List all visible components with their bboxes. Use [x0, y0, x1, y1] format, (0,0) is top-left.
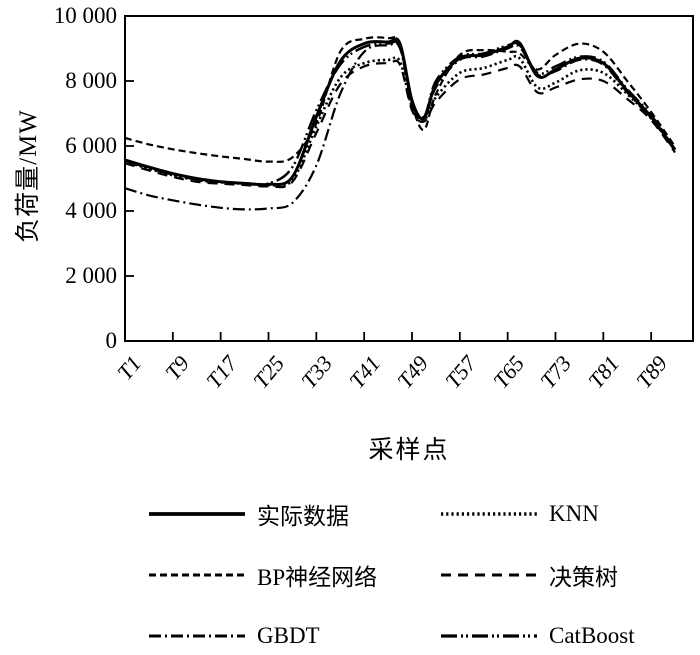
legend-label-decision-tree: 决策树: [549, 565, 618, 590]
legend-item-actual: 实际数据: [148, 494, 440, 534]
legend-label-catboost: CatBoost: [549, 623, 635, 648]
legend-label-gbdt: GBDT: [257, 623, 320, 648]
legend-line-dash-dot-icon: [149, 634, 245, 638]
plot-border: [124, 15, 694, 342]
y-tick-label: 0: [105, 328, 118, 353]
series-line-knn: [124, 55, 677, 188]
legend-line-short-dash-icon: [149, 573, 245, 577]
legend-label-bp-neural-network: BP神经网络: [257, 565, 378, 590]
legend-item-knn: KNN: [440, 494, 690, 534]
y-tick-label: 4 000: [65, 198, 117, 223]
legend: 实际数据 KNN BP神经网络 决策树 GBDT: [0, 494, 700, 655]
legend-line-dotted-icon: [441, 512, 537, 516]
y-tick-label: 10 000: [53, 3, 117, 28]
legend-item-decision-tree: 决策树: [440, 555, 690, 595]
series-line-bp-neural-network: [124, 35, 677, 163]
series-line-gbdt: [124, 41, 676, 211]
legend-line-dash-dot-dot-icon: [441, 634, 537, 638]
y-tick-label: 6 000: [65, 133, 117, 158]
y-tick-label: 8 000: [65, 68, 117, 93]
series-line-catboost: [124, 40, 677, 186]
plot-svg: [124, 15, 694, 342]
legend-line-medium-dash-icon: [441, 573, 537, 577]
legend-item-gbdt: GBDT: [148, 616, 440, 655]
y-tick-label: 2 000: [65, 263, 117, 288]
legend-label-knn: KNN: [549, 501, 599, 526]
series-line-decision-tree: [124, 59, 676, 189]
legend-item-bp-neural-network: BP神经网络: [148, 555, 440, 595]
legend-line-solid-icon: [149, 512, 245, 516]
x-axis-title: 采样点: [368, 437, 450, 464]
chart-area: 负荷量/MW 10 000 8 000 6 000 4 000 2 000 0 T1 T9 T…: [15, 3, 694, 464]
legend-label-actual: 实际数据: [257, 504, 349, 529]
legend-item-catboost: CatBoost: [440, 616, 690, 655]
